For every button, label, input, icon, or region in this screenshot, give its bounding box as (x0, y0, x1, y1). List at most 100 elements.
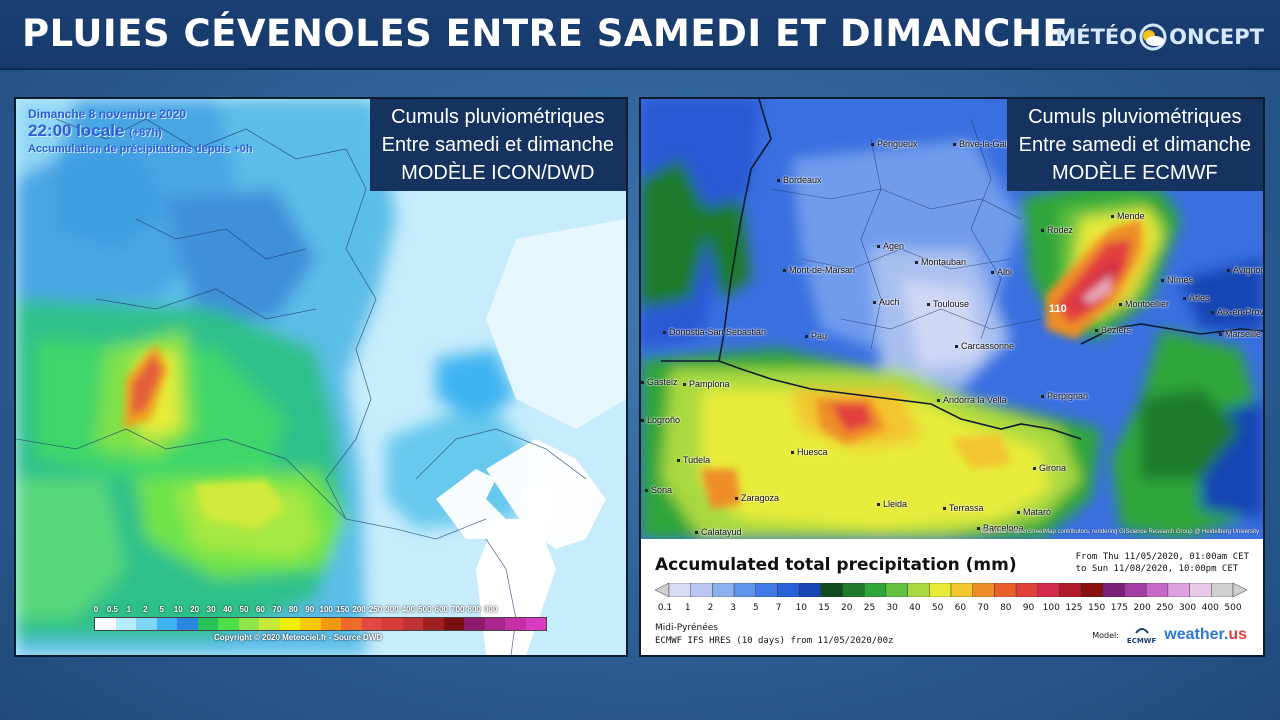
icon-scale-label: 500 (418, 605, 432, 614)
icon-scale-labels: 0 0.5 1 2 5 10 20 30 40 50 60 70 80 90 100 150 200 250 300… (94, 605, 547, 617)
icon-caption-line-2: Entre samedi et dimanche (381, 134, 614, 156)
icon-scale-swatch (464, 618, 485, 630)
city-label: Auch (873, 297, 900, 307)
icon-scale-swatch (505, 618, 526, 630)
icon-scale-swatch (382, 618, 403, 630)
city-label: Perpignan (1040, 391, 1089, 401)
icon-scale-swatch (259, 618, 280, 630)
icon-scale-label: 20 (190, 605, 200, 614)
icon-caption-box: Cumuls pluviométriques Entre samedi et d… (369, 99, 626, 191)
legend-right-arrow (1232, 583, 1247, 597)
legend-tick: 125 (1065, 603, 1083, 613)
legend-swatch (972, 583, 995, 597)
icon-scale-label: 100 (319, 605, 333, 614)
city-label: Agen (876, 241, 905, 251)
icon-scale-label: 1 (126, 605, 132, 614)
icon-scale-swatch (443, 618, 464, 630)
icon-scale-label: 60 (255, 605, 265, 614)
legend-region: Midi-Pyrénées (655, 623, 718, 633)
legend-swatch (1189, 583, 1212, 597)
icon-scale-swatch (156, 618, 177, 630)
legend-swatch (1124, 583, 1147, 597)
ecmwf-precipitation-map (641, 99, 1263, 539)
icon-scale-swatch (177, 618, 198, 630)
ecmwf-caption-line-1: Cumuls pluviométriques (1028, 106, 1242, 128)
icon-scale-swatch (361, 618, 382, 630)
legend-tick: 30 (886, 603, 898, 613)
legend-swatch (1167, 583, 1190, 597)
icon-scale-swatch (136, 618, 157, 630)
icon-scale-swatch (402, 618, 423, 630)
ecmwf-caption-line-3: MODÈLE ECMWF (1052, 162, 1218, 184)
icon-scale-label: 10 (173, 605, 183, 614)
peak-value-label: 110 (1049, 303, 1067, 315)
ecmwf-caption-box: Cumuls pluviométriques Entre samedi et d… (1006, 99, 1263, 191)
icon-scale-label: 400 (401, 605, 416, 614)
city-label: Soria (644, 485, 673, 495)
legend-swatch (1059, 583, 1082, 597)
legend-tick: 175 (1110, 603, 1128, 613)
city-label: Rodez (1040, 225, 1074, 235)
city-label: Albi (990, 267, 1013, 277)
icon-scale-swatch (300, 618, 321, 630)
weather-us-logo: weather.us (1164, 626, 1247, 644)
legend-tick: 200 (1133, 603, 1151, 613)
icon-map-offset: (+87h) (129, 127, 162, 139)
legend-swatch (950, 583, 973, 597)
icon-map-date: Dimanche 8 novembre 2020 (28, 107, 187, 121)
city-label: Calatayud (695, 527, 742, 537)
icon-scale-label: 250 (368, 605, 383, 614)
legend-tick: 15 (818, 603, 830, 613)
icon-model-map-panel: Dimanche 8 novembre 2020 22:00 locale (+… (14, 97, 628, 657)
legend-tick: 2 (707, 603, 714, 613)
city-label: Brive-la-Gaillarde (953, 139, 1029, 149)
city-label: Périgueux (871, 139, 918, 149)
legend-tick: 500 (1224, 603, 1242, 613)
icon-scale-label: 40 (223, 605, 232, 614)
icon-scale-swatch (423, 618, 444, 630)
legend-swatch (668, 583, 691, 597)
model-label: Model: (1092, 630, 1119, 640)
city-label: Gasteiz (641, 377, 678, 387)
icon-scale-label: 0 (93, 605, 99, 614)
meteo-concept-logo: MÉTÉO ONCEPT (1055, 20, 1264, 54)
legend-tick: 10 (795, 603, 808, 613)
icon-caption-line-1: Cumuls pluviométriques (391, 106, 605, 128)
legend-swatch (994, 583, 1017, 597)
icon-scale-swatch (197, 618, 218, 630)
icon-scale-label: 70 (272, 605, 282, 614)
icon-scale-label: 5 (159, 605, 164, 614)
legend-swatch (929, 583, 952, 597)
legend-tick: 250 (1156, 603, 1174, 613)
legend-date-range: From Thu 11/05/2020, 01:00am CET to Sun … (1076, 551, 1249, 575)
icon-scale-swatch (95, 618, 116, 630)
icon-scale-swatch (341, 618, 362, 630)
city-label: Lleida (876, 499, 908, 509)
weather-us-left: weather. (1164, 626, 1229, 643)
city-label: Carcassonne (954, 341, 1015, 351)
legend-tick: 3 (730, 603, 737, 613)
precipitation-legend: Accumulated total precipitation (mm) Fro… (641, 539, 1263, 655)
city-label: Huesca (791, 447, 828, 457)
legend-swatch (733, 583, 756, 597)
legend-tick: 150 (1088, 603, 1106, 613)
icon-copyright: Copyright © 2020 Meteociel.fr - Source D… (214, 633, 383, 642)
legend-tick: 5 (753, 603, 759, 613)
legend-tick: 0.1 (657, 603, 673, 613)
icon-caption-line-3: MODÈLE ICON/DWD (401, 162, 595, 184)
legend-swatch (864, 583, 887, 597)
icon-scale-label: 700 (451, 605, 465, 614)
legend-brand: Model: ECMWF weather.us (1092, 625, 1247, 645)
icon-map-description: Accumulation de précipitations depuis +0… (28, 143, 253, 155)
legend-left-arrow (655, 583, 670, 597)
city-label: Andorra la Vella (937, 395, 1007, 405)
city-label: Béziers (1094, 325, 1132, 335)
icon-scale-label: 300 (385, 605, 399, 614)
city-label: Pau (804, 331, 828, 341)
city-label: Arles (1183, 293, 1210, 303)
legend-swatch (1146, 583, 1169, 597)
city-label: Mende (1111, 211, 1145, 221)
icon-scale-label: 90 (305, 605, 315, 614)
icon-map-header: Dimanche 8 novembre 2020 22:00 locale (+… (28, 107, 253, 155)
ecmwf-logo-text: ECMWF (1126, 637, 1157, 645)
